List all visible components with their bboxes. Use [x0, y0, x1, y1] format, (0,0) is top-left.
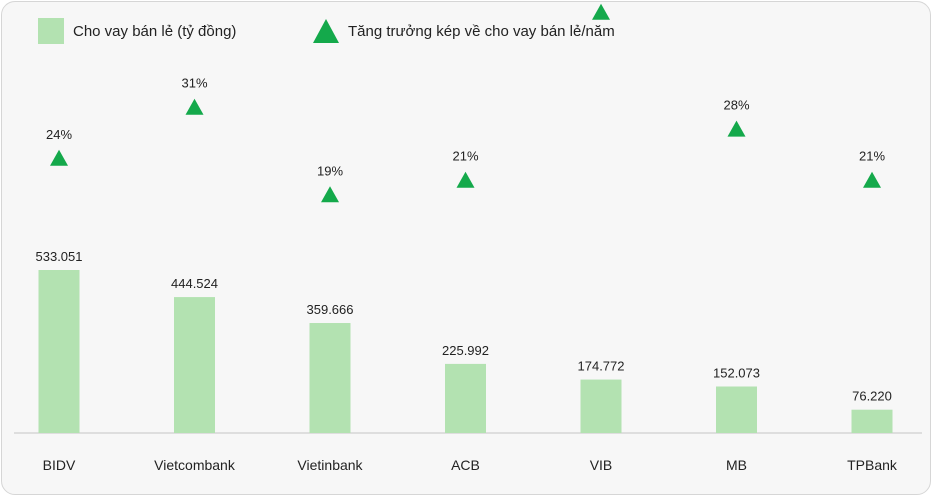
bar-tpbank: [851, 409, 893, 433]
growth-marker-vietcombank: [185, 98, 204, 115]
bar-value-label: 533.051: [36, 249, 83, 264]
growth-value-label: 19%: [317, 163, 343, 178]
growth-marker-vib: [592, 3, 610, 20]
bar-value-label: 174.772: [578, 359, 625, 374]
bar-value-label: 225.992: [442, 343, 489, 358]
x-tick-label: BIDV: [43, 457, 76, 473]
bar-vietinbank: [309, 323, 351, 433]
bar-mb: [716, 386, 757, 433]
legend-swatch-triangle: [313, 19, 339, 43]
bar-vib: [580, 379, 622, 433]
x-tick-label: TPBank: [847, 457, 898, 473]
x-tick-label: Vietinbank: [297, 457, 363, 473]
chart-marks: 533.051 BIDV 24% 444.524 Vietcombank 31% 359.6…: [36, 3, 898, 473]
x-tick-label: ACB: [451, 457, 480, 473]
growth-marker-vietinbank: [321, 186, 339, 203]
x-tick-label: Vietcombank: [154, 457, 236, 473]
bar-vietcombank: [174, 297, 215, 433]
x-tick-label: VIB: [590, 457, 613, 473]
bar-acb: [445, 363, 486, 433]
growth-value-label: 21%: [859, 149, 885, 164]
legend-swatch-bar: [38, 18, 64, 44]
legend-label-bar: Cho vay bán lẻ (tỷ đồng): [73, 23, 236, 40]
growth-value-label: 28%: [723, 98, 749, 113]
bar-value-label: 152.073: [713, 365, 760, 380]
legend-label-triangle: Tăng trưởng kép về cho vay bán lẻ/năm: [348, 23, 615, 40]
bar-value-label: 76.220: [852, 389, 892, 404]
growth-marker-tpbank: [863, 171, 881, 188]
bar-bidv: [38, 270, 80, 433]
legend: Cho vay bán lẻ (tỷ đồng) Tăng trưởng kép…: [38, 18, 615, 44]
growth-marker-bidv: [50, 149, 68, 166]
growth-marker-acb: [456, 171, 475, 188]
bar-value-label: 359.666: [307, 302, 354, 317]
growth-value-label: 31%: [181, 76, 207, 91]
growth-marker-mb: [727, 120, 746, 137]
bar-value-label: 444.524: [171, 276, 218, 291]
growth-value-label: 21%: [452, 149, 478, 164]
x-tick-label: MB: [726, 457, 747, 473]
growth-value-label: 24%: [46, 127, 72, 142]
